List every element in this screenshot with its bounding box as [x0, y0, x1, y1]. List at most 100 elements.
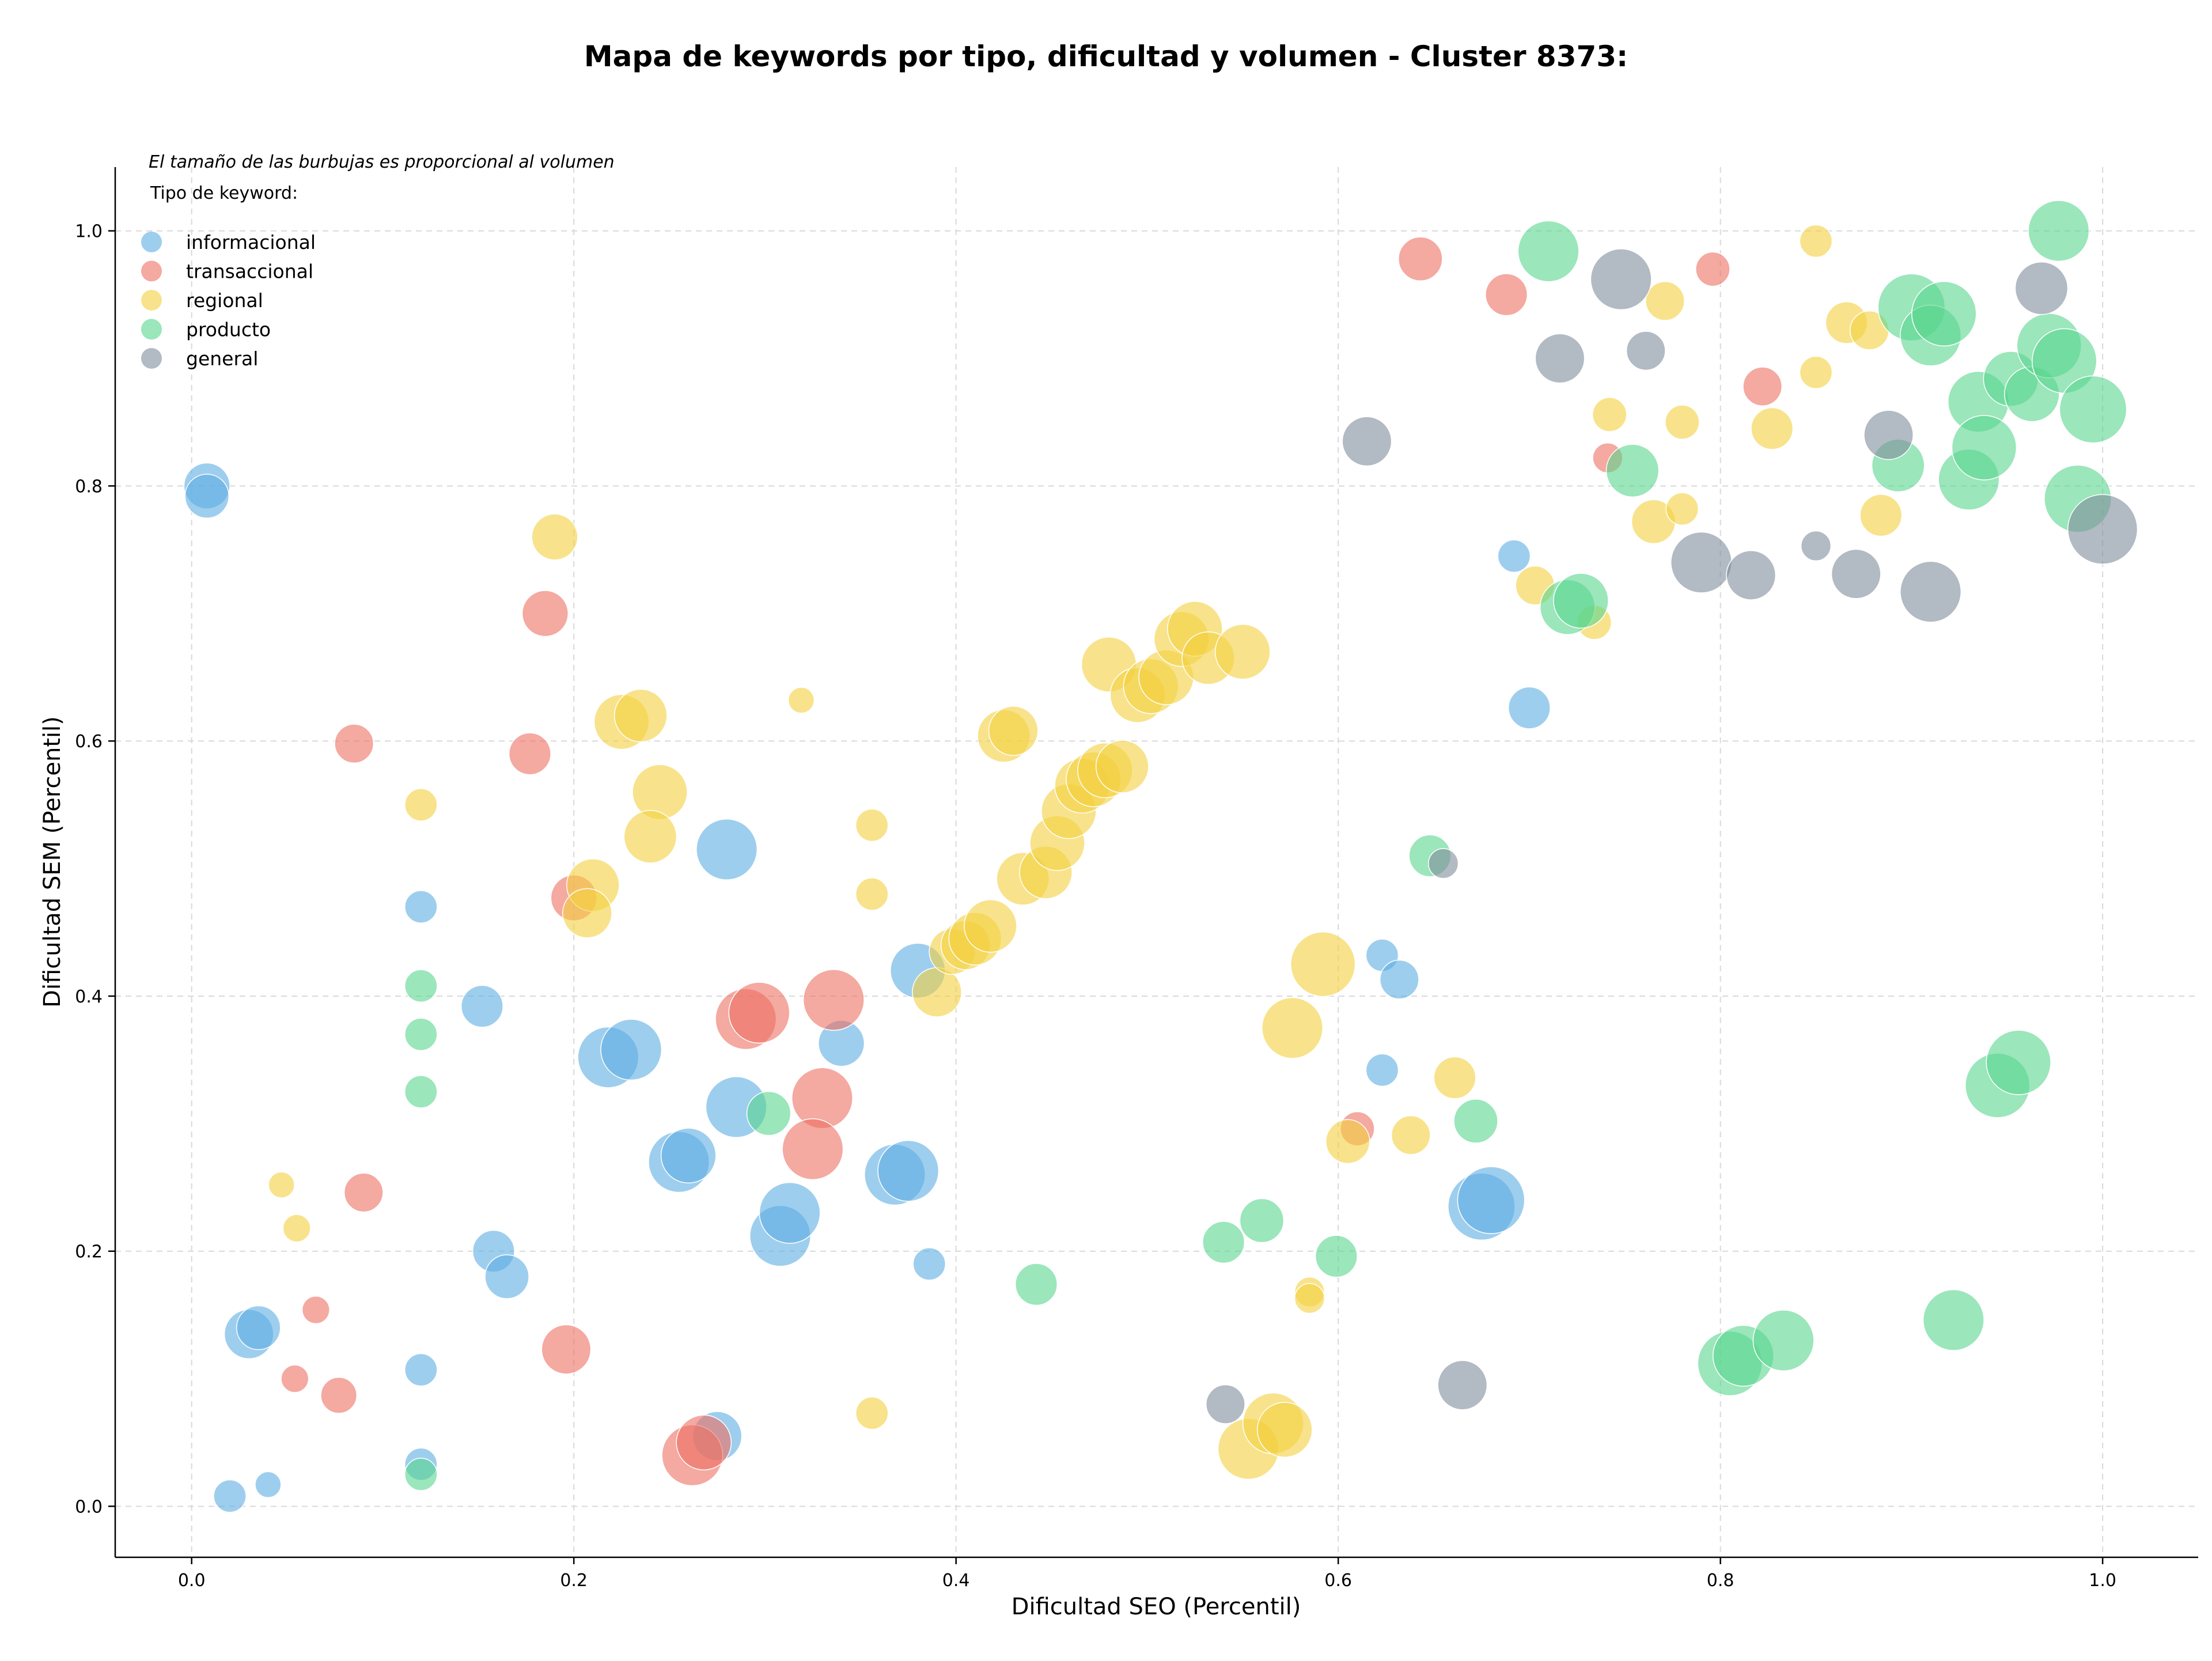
bubble-regional	[1433, 1056, 1476, 1099]
bubble-general	[2067, 494, 2138, 565]
bubble-transaccional	[791, 1067, 853, 1129]
x-axis-label: Dificultad SEO (Percentil)	[1012, 1594, 1301, 1620]
bubble-producto	[1517, 220, 1580, 282]
bubble-producto	[404, 969, 438, 1003]
legend-marker-general	[141, 348, 162, 369]
bubble-regional	[912, 967, 962, 1017]
bubble-regional	[1799, 355, 1833, 389]
bubble-regional	[1751, 407, 1794, 450]
bubble-informacional	[460, 985, 503, 1028]
bubble-producto	[1911, 281, 1977, 347]
legend-title: Tipo de keyword:	[150, 183, 298, 203]
bubble-regional	[562, 888, 612, 939]
bubble-regional	[1799, 224, 1833, 258]
bubble-informacional	[484, 1254, 529, 1299]
y-tick-label: 1.0	[75, 222, 103, 242]
x-tick-label: 0.0	[178, 1571, 206, 1591]
bubble-general	[1831, 548, 1881, 599]
bubble-informacional	[759, 1182, 821, 1244]
bubble-regional	[1095, 740, 1149, 793]
bubble-regional	[282, 1214, 311, 1243]
bubble-producto	[1239, 1198, 1285, 1243]
bubble-general	[2014, 261, 2069, 315]
bubble-producto	[1922, 1289, 1984, 1351]
bubble-producto	[1605, 444, 1660, 498]
legend-label-regional: regional	[186, 289, 263, 312]
bubble-producto	[2059, 375, 2127, 444]
bubble-producto	[1202, 1221, 1245, 1264]
bubble-transaccional	[343, 1172, 384, 1213]
bubble-producto	[1014, 1263, 1058, 1306]
bubble-producto	[1986, 1030, 2051, 1095]
bubble-regional	[988, 706, 1039, 756]
legend-marker-transaccional	[141, 260, 162, 282]
bubble-informacional	[213, 1479, 247, 1513]
bubble-regional	[1262, 997, 1324, 1059]
bubble-transaccional	[782, 1118, 844, 1181]
bubble-informacional	[912, 1247, 946, 1281]
bubble-regional	[613, 688, 668, 743]
bubble-general	[1206, 1384, 1245, 1424]
bubble-general	[1670, 531, 1732, 593]
bubble-regional	[787, 687, 815, 714]
bubble-general	[1726, 550, 1777, 600]
legend-label-general: general	[186, 347, 258, 370]
bubble-regional	[1664, 404, 1700, 440]
bubble-informacional	[1379, 959, 1419, 1000]
bubble-informacional	[404, 890, 438, 924]
bubble-transaccional	[802, 969, 865, 1031]
legend-marker-regional	[141, 290, 162, 311]
bubble-transaccional	[1743, 366, 1783, 407]
bubble-regional	[623, 809, 677, 864]
legend-label-transaccional: transaccional	[186, 260, 313, 283]
bubble-regional	[1214, 623, 1271, 680]
bubble-regional	[855, 877, 889, 911]
bubble-producto	[1315, 1235, 1358, 1278]
bubble-producto	[1951, 415, 2017, 480]
bubble-informacional	[696, 818, 758, 880]
bubble-general	[1535, 333, 1585, 384]
x-axis-ticks: 0.0 0.2 0.4 0.6 0.8 1.0	[178, 1557, 2116, 1591]
bubble-informacional	[404, 1353, 438, 1387]
y-tick-label: 0.0	[75, 1497, 103, 1517]
bubble-producto	[2028, 200, 2090, 262]
bubble-regional	[1294, 1282, 1325, 1314]
y-tick-label: 0.8	[75, 476, 103, 497]
legend-label-informacional: informacional	[186, 231, 316, 253]
bubble-informacional	[660, 1127, 717, 1184]
legend-marker-informacional	[141, 232, 162, 252]
bubble-general	[1427, 848, 1459, 879]
bubble-regional	[964, 899, 1017, 953]
bubble-informacional	[877, 1140, 940, 1202]
bubble-transaccional	[1485, 273, 1528, 316]
bubble-producto	[404, 1075, 438, 1108]
bubble-general	[1590, 248, 1652, 311]
bubble-transaccional	[521, 590, 569, 637]
bubble-general	[1342, 416, 1392, 467]
bubble-regional	[1391, 1115, 1431, 1155]
bubble-regional	[1592, 397, 1627, 432]
bubble-regional	[1859, 494, 1903, 537]
bubble-informacional	[184, 474, 230, 519]
bubble-transaccional	[334, 724, 374, 764]
x-tick-label: 0.4	[942, 1571, 970, 1591]
bubble-general	[1437, 1360, 1488, 1410]
x-tick-label: 0.6	[1324, 1571, 1352, 1591]
bubble-transaccional	[1398, 236, 1443, 282]
bubble-transaccional	[320, 1376, 358, 1414]
bubble-producto	[1553, 573, 1609, 629]
y-tick-label: 0.2	[75, 1242, 103, 1262]
bubble-regional	[855, 1397, 889, 1430]
bubbles	[183, 200, 2138, 1513]
bubble-regional	[1290, 931, 1356, 997]
y-axis-ticks: 0.0 0.2 0.4 0.6 0.8 1.0	[75, 222, 115, 1517]
bubble-general	[1626, 331, 1666, 371]
bubble-producto	[746, 1091, 791, 1136]
bubble-informacional	[1497, 539, 1531, 573]
bubble-producto	[1453, 1099, 1498, 1144]
bubble-size-note: El tamaño de las burbujas es proporciona…	[149, 152, 615, 172]
bubble-regional	[1645, 281, 1685, 321]
legend-marker-producto	[141, 319, 162, 340]
bubble-informacional	[600, 1019, 662, 1081]
y-axis-label: Dificultad SEM (Percentil)	[39, 716, 66, 1008]
